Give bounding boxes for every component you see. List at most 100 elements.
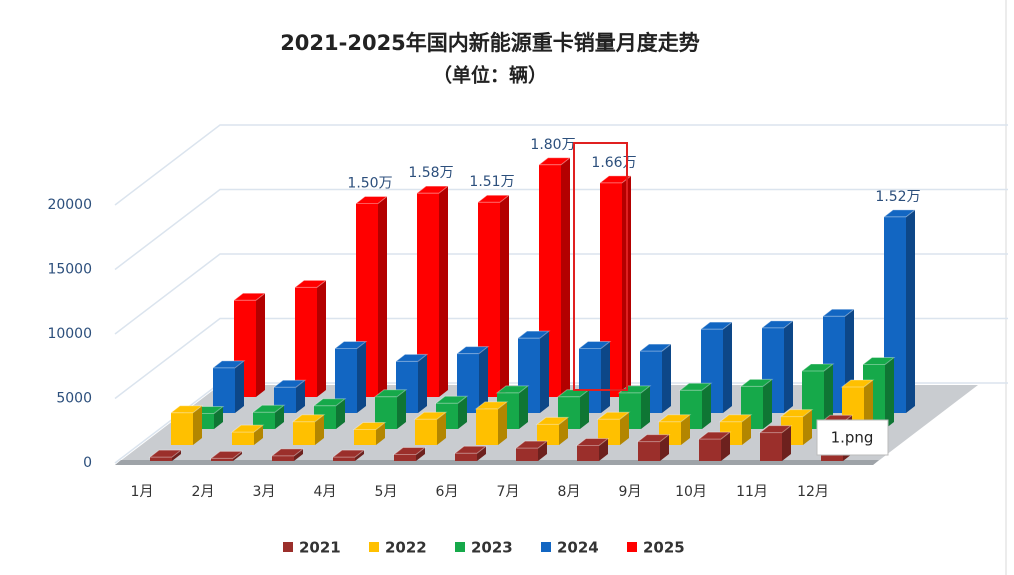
bar-side — [742, 414, 751, 445]
bar — [636, 434, 671, 461]
bar — [758, 425, 793, 461]
plot: 0 5000 10000 15000 20000 1.50万 1.58万 1.51万 1.80万… — [47, 124, 1008, 557]
value-label: 1.58万 — [408, 165, 453, 181]
bar — [148, 449, 183, 461]
bar-side — [660, 434, 669, 461]
bar-side — [519, 385, 528, 429]
bar-side — [477, 446, 486, 461]
bar-front — [455, 453, 477, 461]
bar-top — [455, 346, 490, 355]
bar-side — [355, 450, 364, 461]
bar — [211, 360, 246, 413]
bar — [697, 431, 732, 461]
bar — [514, 440, 549, 461]
bar-side — [662, 344, 671, 413]
bar-top — [434, 395, 469, 404]
bar-side — [437, 412, 446, 445]
bar-top — [270, 448, 305, 457]
bar-top — [415, 185, 450, 194]
bar-front — [211, 458, 233, 461]
bar — [453, 445, 488, 461]
bar-top — [861, 357, 896, 365]
bar-front — [415, 419, 437, 445]
bar-front — [516, 448, 538, 461]
bar-top — [800, 363, 835, 372]
legend-label: 2024 — [557, 539, 599, 557]
bar-front — [537, 424, 559, 445]
bar — [413, 411, 448, 445]
bar-side — [885, 357, 894, 429]
bar-top — [596, 411, 631, 420]
chart-subtitle: （单位：辆） — [433, 64, 547, 87]
value-label: 1.66万 — [591, 155, 636, 171]
bar-top — [657, 414, 692, 423]
bar-top — [535, 416, 570, 425]
bar-top — [678, 382, 713, 391]
bar-side — [702, 383, 711, 429]
bar-top — [821, 308, 856, 317]
x-tick-label: 6月 — [436, 484, 459, 500]
x-tick-label: 10月 — [675, 484, 707, 500]
bar-side — [599, 438, 608, 461]
bar-side — [172, 450, 181, 461]
bar-side — [561, 157, 570, 397]
floor-edge — [115, 460, 879, 465]
bar-side — [254, 425, 263, 445]
bar-front — [171, 412, 193, 445]
bar-top — [697, 431, 732, 440]
grid-line — [114, 317, 1008, 400]
bar-top — [514, 440, 549, 449]
bar-top — [392, 447, 427, 456]
bar-top — [232, 292, 267, 301]
bar-top — [575, 438, 610, 447]
bar — [373, 389, 408, 429]
bar — [474, 401, 509, 445]
chart-title: 2021-2025年国内新能源重卡销量月度走势 — [280, 31, 700, 55]
bar-side — [193, 405, 202, 445]
bar-front — [476, 408, 498, 445]
x-tick-label: 5月 — [375, 484, 398, 500]
x-tick-label: 11月 — [736, 484, 768, 500]
bar — [209, 450, 244, 461]
bar-side — [376, 422, 385, 445]
legend-label: 2022 — [385, 539, 427, 557]
bar-side — [500, 195, 509, 397]
bar-top — [453, 445, 488, 454]
bar — [333, 341, 368, 413]
bar-side — [458, 396, 467, 429]
bar-side — [601, 341, 610, 413]
bar-side — [763, 379, 772, 429]
x-tick-label: 7月 — [497, 484, 520, 500]
grid-line — [114, 124, 1008, 206]
legend-swatch — [369, 542, 379, 552]
bar-side — [824, 363, 833, 429]
bar-front — [150, 457, 172, 461]
legend-swatch — [455, 542, 465, 552]
bar-side — [498, 401, 507, 445]
legend-swatch — [627, 542, 637, 552]
bar-side — [418, 354, 427, 413]
bar-top — [598, 175, 633, 184]
bar — [331, 449, 366, 461]
bar-top — [840, 379, 875, 388]
bar — [270, 448, 305, 461]
legend-label: 2021 — [299, 539, 341, 557]
bar-top — [537, 157, 572, 166]
bar-side — [294, 448, 303, 461]
bar-front — [295, 287, 317, 397]
bar — [392, 447, 427, 461]
bar-side — [235, 360, 244, 413]
bar-side — [723, 322, 732, 413]
bar-front — [354, 429, 376, 445]
bar-top — [718, 414, 753, 423]
bar-top — [209, 450, 244, 459]
bar-side — [416, 447, 425, 461]
bar-side — [721, 432, 730, 461]
x-tick-label: 9月 — [619, 484, 642, 500]
bar-side — [540, 331, 549, 413]
bar-top — [354, 196, 389, 204]
bar-side — [214, 406, 223, 429]
bar-top — [293, 279, 328, 288]
bar-front — [253, 412, 275, 429]
bar-top — [211, 360, 246, 369]
